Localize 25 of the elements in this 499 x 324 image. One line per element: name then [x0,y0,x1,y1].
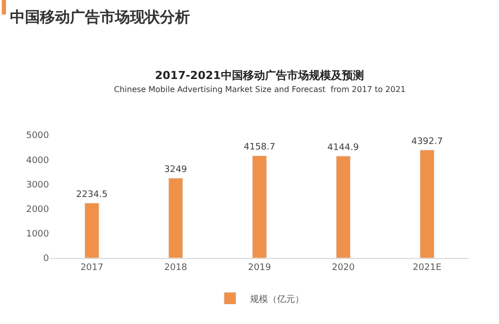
y-tick-label: 5000 [26,131,50,142]
y-tick-label: 1000 [26,230,50,240]
x-tick-label: 2019 [248,262,272,273]
y-tick-label: 3000 [26,180,50,190]
chart-title: 2017-2021中国移动广告市场规模及预测 [155,69,364,82]
bar [168,178,184,258]
x-tick-label: 2018 [164,262,188,273]
data-label: 3249 [164,165,188,176]
text: 中国移动广告市场现状分析 [10,8,190,26]
y-tick-label: 2000 [26,204,50,215]
bar [252,155,267,258]
data-label: 2234.5 [76,190,108,200]
data-label: 4158.7 [244,142,276,153]
bar [84,202,100,258]
bar [336,156,351,258]
x-tick-label: 2017 [80,262,104,273]
x-tick-label: 2020 [332,262,356,273]
x-tick-label: 2021E [412,262,442,273]
chart-subtitle: Chinese Mobile Advertising Market Size and Forecast from 2017 to 2021 [114,85,406,94]
y-tick-label: 0 [43,254,50,264]
data-label: 4144.9 [327,143,360,154]
bar [420,150,434,258]
data-label: 4392.7 [411,136,443,147]
y-tick-label: 4000 [26,156,50,166]
legend-label: 规模（亿元） [250,294,304,305]
